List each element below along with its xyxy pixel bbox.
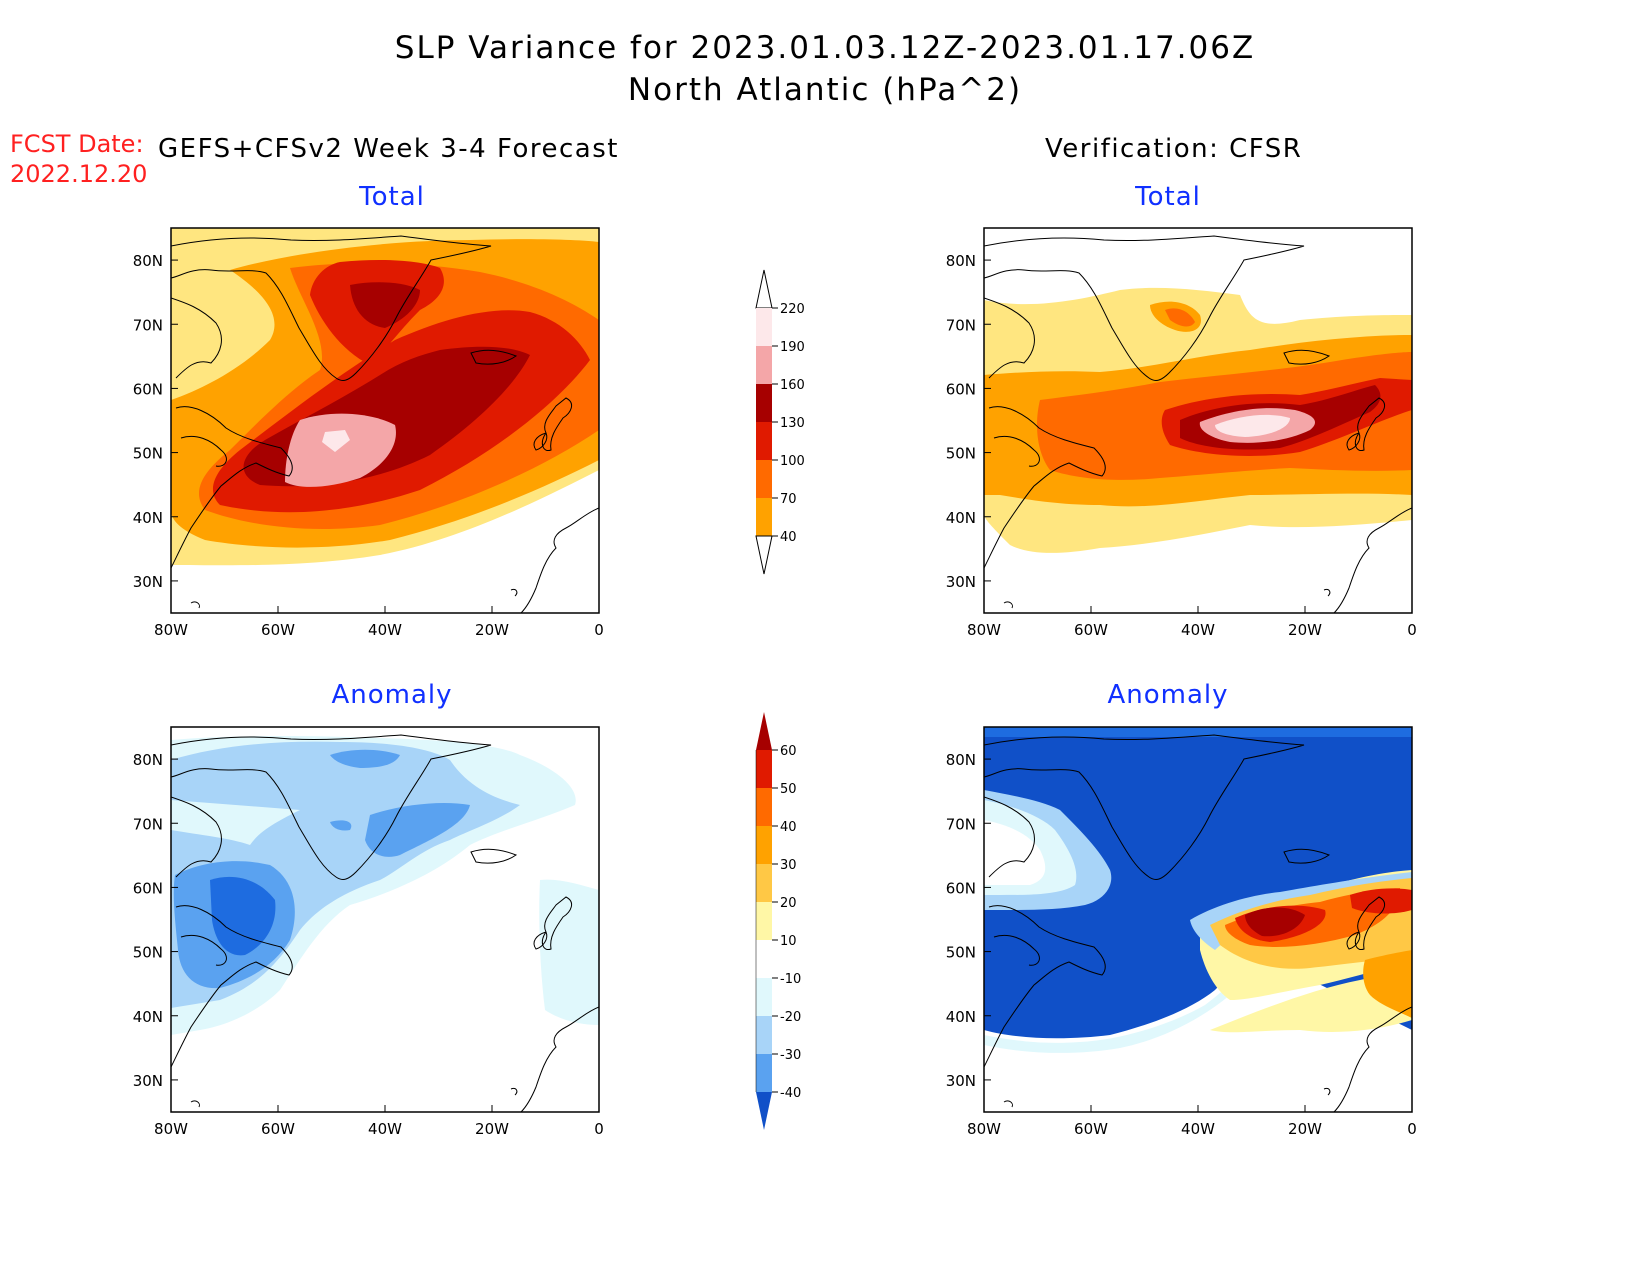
lat-tick-label: 50N (946, 445, 976, 463)
colorbar-level-label: 40 (780, 530, 797, 545)
lon-tick-label: 0 (1407, 621, 1417, 639)
colorbar-top-arrow (755, 269, 773, 309)
top-left-panel-title: Total (359, 182, 425, 212)
lon-tick-label: 40W (1181, 621, 1215, 639)
lat-tick-label: 70N (133, 815, 163, 833)
colorbar-swatch (756, 498, 772, 536)
colorbar-swatch (756, 864, 772, 902)
verification-anomaly-map (984, 727, 1412, 1112)
lat-tick-label: 40N (133, 1008, 163, 1026)
colorbar-swatch (756, 308, 772, 346)
lon-tick-label: 0 (594, 1120, 604, 1138)
lat-tick-label: 80N (133, 252, 163, 270)
lon-tick-label: 0 (1407, 1120, 1417, 1138)
lon-tick-label: 80W (154, 1120, 188, 1138)
colorbar-level-label: -30 (780, 1048, 801, 1063)
colorbar-level-label: 60 (780, 744, 797, 759)
colorbar-swatch (756, 902, 772, 940)
lon-tick-label: 20W (475, 1120, 509, 1138)
colorbar-swatch (756, 1016, 772, 1054)
colorbar-level-label: 70 (780, 492, 797, 507)
fcst-date-value: 2022.12.20 (10, 160, 148, 188)
lat-tick-label: 60N (133, 380, 163, 398)
forecast-model-title: GEFS+CFSv2 Week 3-4 Forecast (158, 134, 619, 164)
colorbar-level-label: 40 (780, 820, 797, 835)
lon-tick-label: 40W (368, 621, 402, 639)
main-title: SLP Variance for 2023.01.03.12Z-2023.01.… (394, 30, 1256, 66)
colorbar-level-label: 30 (780, 858, 797, 873)
colorbar-level-label: 50 (780, 782, 797, 797)
lat-tick-label: 40N (946, 509, 976, 527)
colorbar-bottom-arrow (756, 1092, 772, 1130)
colorbar-level-label: -10 (780, 972, 801, 987)
lon-tick-label: 40W (368, 1120, 402, 1138)
colorbar-level-label: 130 (780, 416, 805, 431)
lat-tick-label: 70N (946, 815, 976, 833)
colorbar-swatch (756, 940, 772, 978)
colorbar-level-label: 220 (780, 302, 805, 317)
colorbar-swatch (756, 788, 772, 826)
lat-tick-label: 30N (946, 1072, 976, 1090)
lon-tick-label: 80W (967, 1120, 1001, 1138)
colorbar-swatch (756, 978, 772, 1016)
lat-tick-label: 30N (133, 573, 163, 591)
colorbar-level-label: 10 (780, 934, 797, 949)
lat-tick-label: 60N (946, 879, 976, 897)
top-right-panel-title: Total (1135, 182, 1201, 212)
lat-tick-label: 50N (133, 944, 163, 962)
forecast-anomaly-map (171, 727, 599, 1112)
lon-tick-label: 60W (1074, 1120, 1108, 1138)
main-subtitle: North Atlantic (hPa^2) (627, 72, 1023, 108)
lon-tick-label: 80W (154, 621, 188, 639)
lat-tick-label: 40N (133, 509, 163, 527)
verification-total-map (984, 228, 1412, 613)
colorbar-bottom-arrow (755, 535, 773, 575)
lat-tick-label: 80N (133, 751, 163, 769)
lat-tick-label: 80N (946, 252, 976, 270)
lon-tick-label: 60W (261, 621, 295, 639)
lat-tick-label: 50N (946, 944, 976, 962)
forecast-total-map (171, 228, 599, 613)
bottom-right-panel-title: Anomaly (1107, 680, 1229, 710)
lat-tick-label: 80N (946, 751, 976, 769)
verification-title: Verification: CFSR (1045, 134, 1303, 164)
total-colorbar: 220 190 160 130 100 70 40 (755, 269, 805, 575)
colorbar-level-label: -20 (780, 1010, 801, 1025)
lat-tick-label: 30N (946, 573, 976, 591)
axes-layer: 80N 70N 60N 50N 40N 30N 80W 60W 40W 20W 0 80N 70N 60N… (133, 252, 1417, 1138)
lat-tick-label: 60N (946, 380, 976, 398)
fcst-date-label: FCST Date: (10, 130, 144, 158)
lon-tick-label: 20W (475, 621, 509, 639)
lat-tick-label: 50N (133, 445, 163, 463)
colorbar-level-label: 160 (780, 378, 805, 393)
lat-tick-label: 60N (133, 879, 163, 897)
colorbar-level-label: 20 (780, 896, 797, 911)
colorbar-swatch (756, 422, 772, 460)
colorbar-swatch (756, 750, 772, 788)
lat-tick-label: 70N (946, 316, 976, 334)
colorbar-top-arrow (756, 712, 772, 750)
bottom-left-panel-title: Anomaly (331, 680, 453, 710)
lat-tick-label: 70N (133, 316, 163, 334)
lat-tick-label: 30N (133, 1072, 163, 1090)
anomaly-colorbar: 60 50 40 30 20 10 -10 -20 -30 -40 (755, 712, 801, 1130)
colorbar-swatch (756, 460, 772, 498)
colorbar-swatch (756, 346, 772, 384)
lon-tick-label: 20W (1288, 1120, 1322, 1138)
colorbar-level-label: -40 (780, 1086, 801, 1101)
lon-tick-label: 0 (594, 621, 604, 639)
lon-tick-label: 60W (1074, 621, 1108, 639)
colorbar-swatch (756, 1054, 772, 1092)
colorbar-level-label: 190 (780, 340, 805, 355)
lon-tick-label: 20W (1288, 621, 1322, 639)
lon-tick-label: 40W (1181, 1120, 1215, 1138)
lon-tick-label: 80W (967, 621, 1001, 639)
colorbar-swatch (756, 826, 772, 864)
lat-tick-label: 40N (946, 1008, 976, 1026)
colorbar-level-label: 100 (780, 454, 805, 469)
colorbar-swatch (756, 384, 772, 422)
lon-tick-label: 60W (261, 1120, 295, 1138)
